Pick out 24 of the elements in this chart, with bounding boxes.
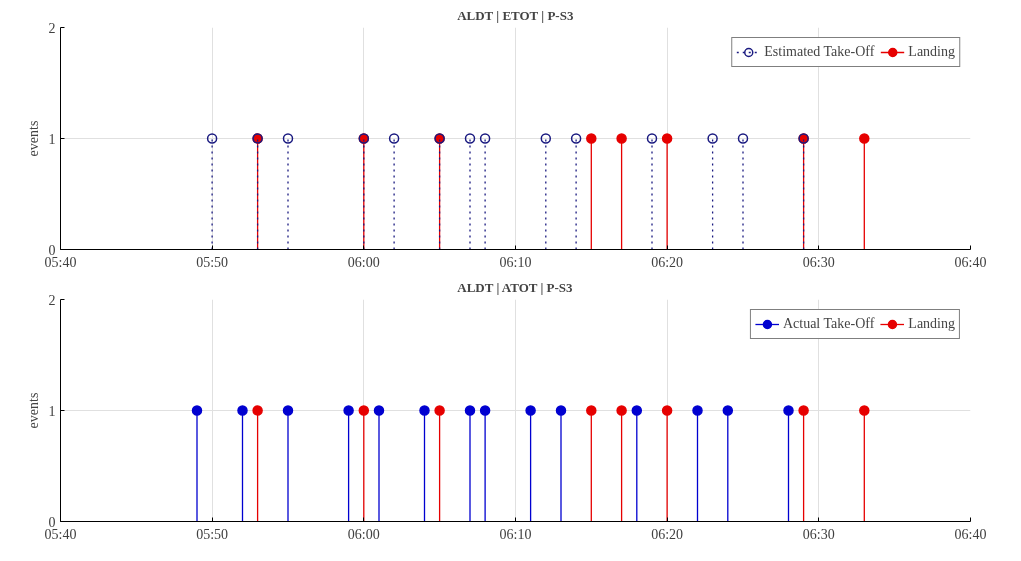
x-tick-label: 06:00 [347,526,380,542]
legend-label: Actual Take-Off [782,316,875,332]
x-tick-label: 06:40 [954,526,987,542]
y-axis-title: events [25,392,41,429]
x-tick-label: 06:40 [954,254,987,270]
legend-label: Landing [908,316,955,332]
chart-title: ALDT | ETOT | P-S3 [457,7,574,23]
x-tick-label: 06:00 [347,254,380,270]
x-tick-label: 05:50 [196,254,229,270]
y-axis-title: events [25,120,41,157]
y-tick-label: 2 [48,20,56,36]
x-tick-label: 06:20 [651,254,684,270]
x-tick-label: 05:50 [196,526,229,542]
x-tick-label: 06:10 [499,526,532,542]
chart-title: ALDT | ATOT | P-S3 [457,279,574,295]
y-tick-label: 1 [48,131,56,147]
x-tick-label: 06:30 [802,526,835,542]
y-tick-label: 1 [48,403,56,419]
x-tick-label: 06:10 [499,254,532,270]
x-tick-label: 06:20 [651,526,684,542]
x-tick-label: 06:30 [802,254,835,270]
y-tick-label: 2 [48,292,56,308]
legend-label: Estimated Take-Off [764,44,875,60]
legend-label: Landing [908,44,955,60]
